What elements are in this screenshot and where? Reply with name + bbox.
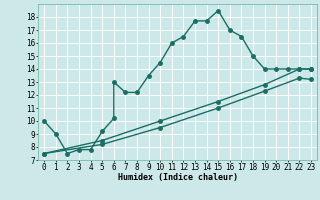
X-axis label: Humidex (Indice chaleur): Humidex (Indice chaleur) — [118, 173, 238, 182]
